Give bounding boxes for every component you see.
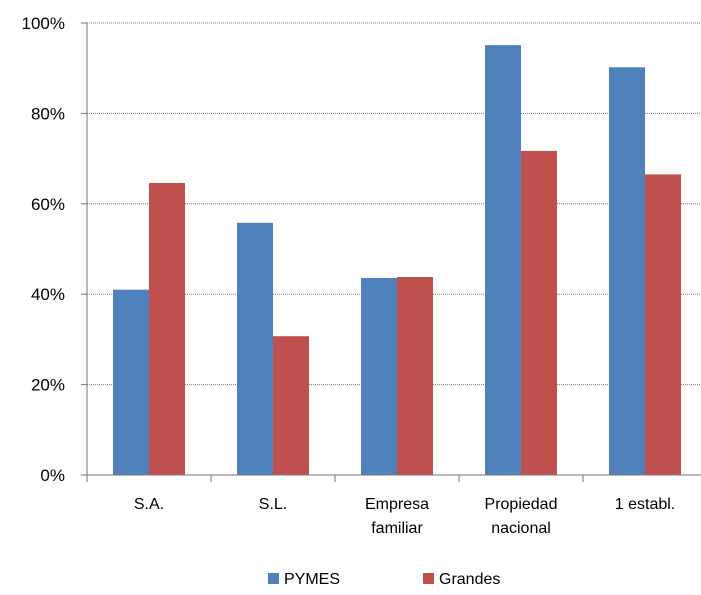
x-tick-label: 1 establ.	[615, 496, 675, 513]
legend-swatch-grandes	[423, 573, 434, 584]
bar-grandes-1	[273, 336, 309, 475]
x-tick-label: familiar	[371, 520, 423, 537]
bars	[113, 45, 681, 476]
bar-grandes-3	[521, 150, 557, 475]
bar-grandes-4	[645, 174, 681, 476]
bar-pymes-4	[609, 67, 645, 476]
x-tick-label: nacional	[491, 520, 551, 537]
bar-grandes-0	[149, 183, 185, 475]
tick-labels: 0% 20% 40% 60% 80% 100% S.A. S.L. Empresa familia…	[22, 14, 676, 537]
bar-pymes-2	[361, 277, 397, 475]
y-tick-label: 20%	[31, 376, 65, 395]
x-tick-label: S.L.	[259, 496, 287, 513]
axes	[81, 22, 701, 482]
x-tick-label: Empresa	[365, 496, 429, 513]
bar-pymes-0	[113, 289, 149, 475]
y-tick-label: 0%	[40, 466, 65, 485]
bar-pymes-3	[485, 45, 521, 475]
legend-label-pymes: PYMES	[284, 571, 340, 588]
y-tick-label: 80%	[31, 104, 65, 123]
legend-swatch-pymes	[268, 573, 279, 584]
y-tick-label: 40%	[31, 285, 65, 304]
y-tick-label: 100%	[22, 14, 65, 33]
x-tick-label: S.A.	[134, 496, 164, 513]
bar-pymes-1	[237, 222, 273, 475]
x-tick-label: Propiedad	[485, 496, 558, 513]
y-tick-label: 60%	[31, 195, 65, 214]
legend-label-grandes: Grandes	[439, 571, 500, 588]
bar-grandes-2	[397, 277, 433, 475]
legend: PYMES Grandes	[268, 571, 500, 588]
